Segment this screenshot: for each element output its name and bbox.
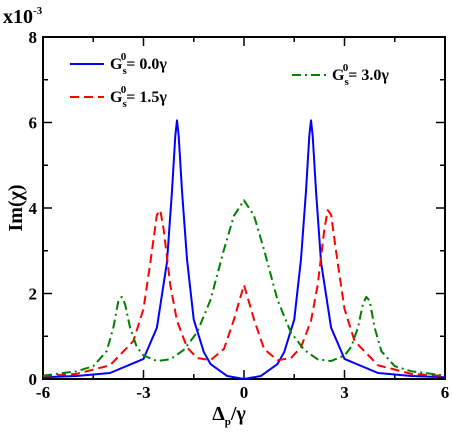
legend-entry-gs-1: Gs0= 1.5γ: [70, 84, 167, 110]
series-line-0: [42, 119, 446, 380]
legend-label-2: Gs0= 3.0γ: [332, 62, 389, 88]
legend-entry-gs-2: Gs0= 3.0γ: [292, 62, 389, 88]
ticks: [42, 36, 446, 380]
x-tick-label: 6: [441, 383, 450, 402]
x-tick-label: -3: [136, 383, 150, 402]
legend: Gs0= 0.0γ Gs0= 1.5γ Gs0= 3.0γ: [70, 51, 389, 110]
y-multiplier-label: x10-3: [3, 5, 43, 28]
legend-entry-gs-0: Gs0= 0.0γ: [70, 51, 167, 77]
series-line-2: [42, 199, 446, 377]
legend-label-1: Gs0= 1.5γ: [110, 84, 167, 110]
legend-label-0: Gs0= 0.0γ: [110, 51, 167, 77]
series-lines: [42, 119, 446, 380]
y-tick-label: 4: [29, 199, 38, 218]
plot-border: [42, 36, 446, 380]
x-axis-label: Δp/γ: [212, 403, 246, 428]
series-line-1: [42, 209, 446, 378]
y-tick-label: 2: [29, 285, 38, 304]
x-tick-label: -6: [36, 383, 50, 402]
x-tick-label: 0: [240, 383, 249, 402]
tick-labels: -6 -3 0 3 6 0 2 4 6 8: [29, 28, 450, 402]
y-tick-label: 8: [29, 28, 38, 47]
x-tick-label: 3: [340, 383, 349, 402]
axes-frame: [42, 36, 446, 380]
y-axis-label: Im(χ): [5, 184, 27, 231]
y-tick-label: 0: [29, 370, 38, 389]
y-tick-label: 6: [29, 114, 38, 133]
